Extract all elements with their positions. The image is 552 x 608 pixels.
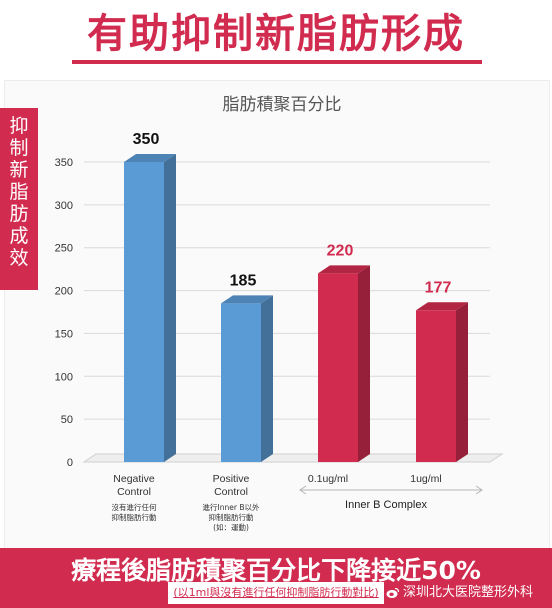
bar-top <box>416 302 468 311</box>
weibo-icon <box>386 587 400 598</box>
headline-underline <box>72 60 482 64</box>
bar <box>124 162 164 462</box>
watermark-text: 深圳北大医院整形外科 <box>403 585 534 600</box>
y-tick-label: 350 <box>55 157 73 169</box>
bar <box>318 273 358 462</box>
y-tick-label: 100 <box>55 371 73 383</box>
bar <box>221 303 261 462</box>
x-category-label: 0.1ug/ml <box>308 473 348 485</box>
bar-chart: 脂肪積聚百分比 0 50 100 150 200 250 300 350 350 185 220 177… <box>55 95 504 532</box>
x-category-label: 1ug/ml <box>410 473 442 485</box>
footer-note: (以1ml與沒有進行任何抑制脂肪行動對比) <box>168 582 384 604</box>
watermark: 深圳北大医院整形外科 <box>386 582 533 604</box>
side-label-char: 效 <box>9 247 29 269</box>
bar-value-label: 185 <box>230 272 257 289</box>
bar-side <box>164 154 176 462</box>
x-category-label: Control <box>117 486 151 498</box>
y-tick-label: 50 <box>61 414 73 426</box>
group-bracket-arrow-right <box>475 485 483 495</box>
y-tick-label: 250 <box>55 243 73 255</box>
bar-side <box>456 302 468 462</box>
bar-top <box>318 265 370 274</box>
bar-value-label: 220 <box>327 242 354 259</box>
y-tick-label: 150 <box>55 328 73 340</box>
footer-title: 療程後脂肪積聚百分比下降接近50% <box>71 556 481 585</box>
bar-top <box>124 154 176 162</box>
side-label-char: 肪 <box>9 203 29 225</box>
x-category-label: Positive <box>213 473 250 485</box>
x-category-note: 抑制脂肪行動 <box>112 512 157 522</box>
side-label-char: 成 <box>9 225 29 247</box>
y-tick-label: 0 <box>67 457 73 469</box>
x-category-note: 沒有進行任何 <box>112 502 157 512</box>
group-bracket-arrow-left <box>299 485 307 495</box>
side-label-char: 制 <box>9 137 29 159</box>
bar-value-label: 177 <box>425 279 452 296</box>
bar <box>416 310 456 462</box>
bar-side <box>358 265 370 462</box>
side-label: 抑制新脂肪成效 <box>0 108 38 290</box>
side-label-char: 脂 <box>9 181 29 203</box>
chart-title: 脂肪積聚百分比 <box>223 95 342 115</box>
bar-top <box>221 295 273 304</box>
side-label-char: 新 <box>9 159 29 181</box>
x-category-note: 進行Inner B以外 <box>203 502 260 512</box>
side-label-char: 抑 <box>9 115 29 137</box>
x-category-note: 抑制脂肪行動 <box>209 512 254 522</box>
x-category-label: Negative <box>113 473 155 485</box>
y-tick-label: 200 <box>55 286 73 298</box>
x-category-note: (如：運動) <box>213 522 249 532</box>
side-label-text: 抑制新脂肪成效 <box>8 115 30 269</box>
bar-value-label: 350 <box>133 131 160 148</box>
page-headline: 有助抑制新脂肪形成 <box>87 11 465 57</box>
y-tick-label: 300 <box>55 200 73 212</box>
bar-side <box>261 295 273 462</box>
x-category-label: Control <box>214 486 248 498</box>
group-label: Inner B Complex <box>345 499 427 511</box>
